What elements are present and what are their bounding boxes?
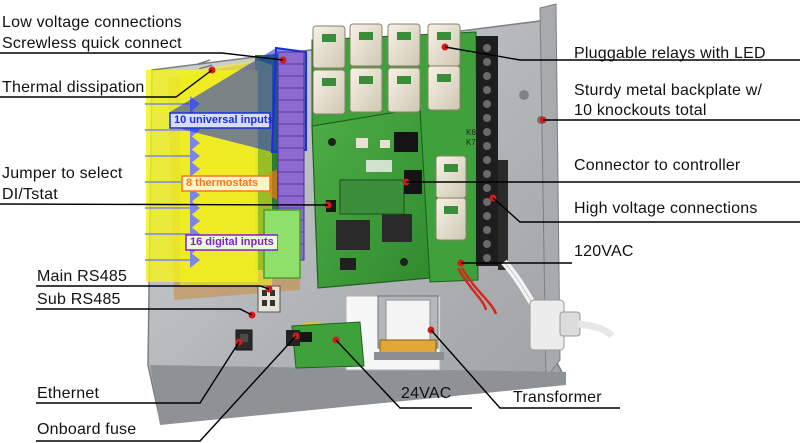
callout-backplate-line1: Sturdy metal backplate w/ — [574, 82, 763, 99]
relay-mark-k7: K7 — [466, 138, 476, 147]
high-voltage-terminals — [476, 36, 508, 270]
callout-fuse: Onboard fuse — [37, 421, 137, 438]
rs485-connectors — [257, 285, 281, 313]
callout-jumper-line1: Jumper to select — [2, 165, 123, 182]
callout-jumper-line2: DI/Tstat — [2, 186, 58, 203]
relay-mark-k6: K6 — [466, 128, 476, 137]
callout-low-voltage: Low voltage connections — [2, 14, 182, 31]
callout-backplate-line2: 10 knockouts total — [574, 102, 707, 119]
callout-main-rs485: Main RS485 — [37, 268, 128, 285]
leader-lines — [0, 46, 800, 442]
universal-inputs-highlight — [169, 46, 307, 154]
callout-thermal: Thermal dissipation — [2, 79, 145, 96]
digital-inputs-highlight — [185, 209, 301, 279]
power-pcb — [291, 321, 365, 369]
callout-120vac: 120VAC — [574, 243, 634, 260]
callout-screwless: Screwless quick connect — [2, 35, 182, 52]
callout-relays: Pluggable relays with LED — [574, 45, 766, 62]
callout-sub-rs485: Sub RS485 — [37, 291, 121, 308]
controller-pcb — [311, 107, 431, 289]
thermostats-highlight — [181, 170, 277, 200]
universal-inputs-label: 10 universal inputs — [174, 114, 274, 126]
callout-24vac: 24VAC — [401, 385, 452, 402]
relay-bank — [312, 23, 467, 241]
callout-high-voltage: High voltage connections — [574, 200, 758, 217]
cable-gland — [529, 299, 615, 351]
callout-connector: Connector to controller — [574, 157, 741, 174]
callout-ethernet: Ethernet — [37, 385, 100, 402]
digital-inputs-label: 16 digital inputs — [190, 236, 274, 248]
callout-transformer: Transformer — [513, 389, 602, 406]
thermostats-label: 8 thermostats — [186, 177, 259, 189]
